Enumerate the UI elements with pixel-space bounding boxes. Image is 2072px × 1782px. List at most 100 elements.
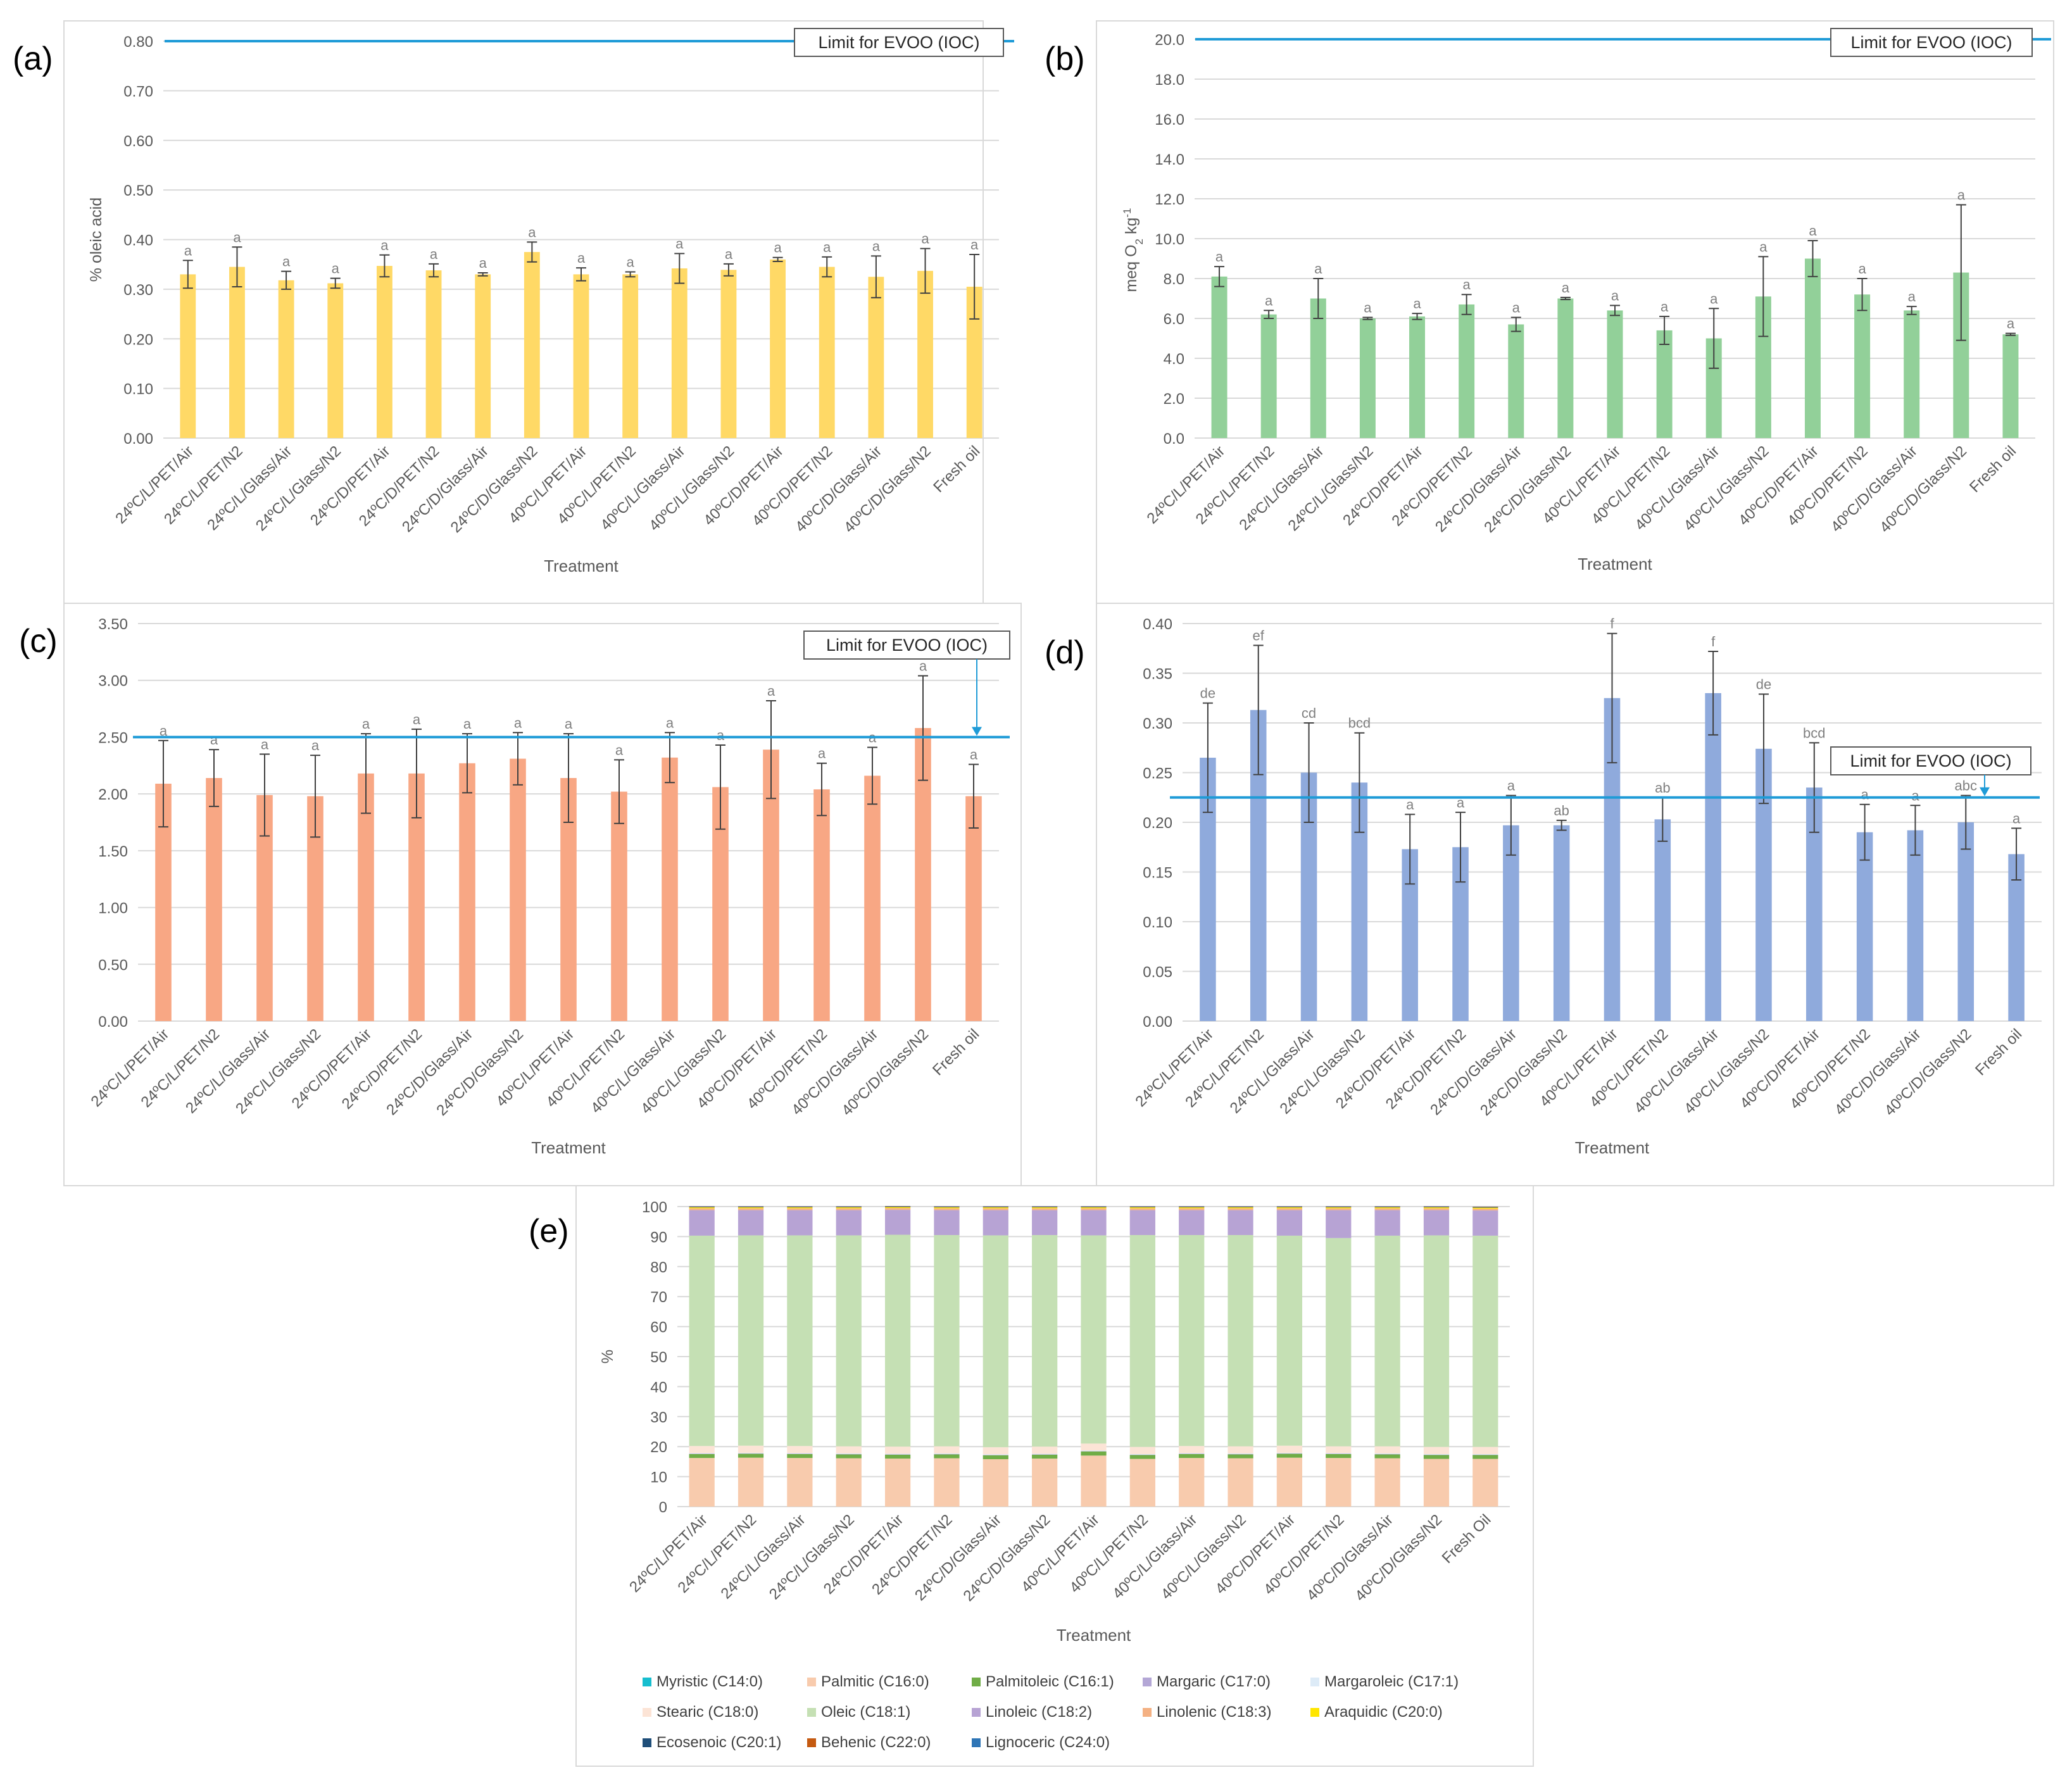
stacked-segment <box>689 1458 715 1507</box>
stacked-segment <box>738 1445 764 1453</box>
significance-letter: a <box>311 737 320 753</box>
stacked-segment <box>689 1207 715 1208</box>
stacked-segment <box>1472 1446 1498 1455</box>
stacked-segment <box>1032 1446 1058 1454</box>
significance-letter: a <box>919 658 927 674</box>
stacked-segment <box>1472 1207 1498 1209</box>
stacked-segment <box>1179 1446 1205 1453</box>
stacked-segment <box>738 1207 764 1208</box>
panel-label-e: (e) <box>529 1213 569 1250</box>
bar <box>425 270 442 438</box>
stacked-segment <box>1129 1459 1155 1507</box>
stacked-segment <box>689 1208 715 1210</box>
significance-letter: a <box>1710 291 1718 306</box>
stacked-segment <box>689 1210 715 1236</box>
stacked-segment <box>934 1210 960 1235</box>
stacked-segment <box>983 1455 1008 1460</box>
y-tick-label: 0.00 <box>123 430 153 448</box>
legend-swatch <box>807 1708 816 1717</box>
limit-arrow-head <box>1980 787 1990 796</box>
panel-label-b: (b) <box>1045 41 1085 77</box>
significance-letter: a <box>725 246 733 262</box>
stacked-segment <box>1032 1459 1058 1507</box>
legend-label: Behenic (C22:0) <box>821 1734 931 1751</box>
legend-label: Margaric (C17:0) <box>1157 1673 1271 1690</box>
legend-label: Araquidic (C20:0) <box>1324 1704 1443 1721</box>
bar <box>180 274 196 438</box>
bar <box>813 789 830 1021</box>
bar <box>278 280 294 438</box>
panel-e-frame <box>575 1185 1534 1767</box>
significance-letter: a <box>1957 187 1966 203</box>
legend-label: Ecosenoic (C20:1) <box>656 1734 781 1751</box>
bar <box>206 778 222 1021</box>
y-tick-label: 60 <box>650 1319 667 1336</box>
y-tick-label: 100 <box>642 1199 667 1216</box>
y-tick-label: 1.50 <box>98 843 128 860</box>
stacked-segment <box>787 1446 813 1453</box>
legend-label: Stearic (C18:0) <box>656 1704 758 1721</box>
significance-letter: cd <box>1302 705 1316 721</box>
significance-letter: a <box>970 746 978 762</box>
stacked-segment <box>1472 1235 1498 1447</box>
significance-letter: a <box>1413 296 1421 311</box>
y-tick-label: 30 <box>650 1409 667 1426</box>
x-axis-title: Treatment <box>1057 1626 1131 1645</box>
legend-label: Myristic (C14:0) <box>656 1673 763 1690</box>
stacked-segment <box>1179 1234 1205 1446</box>
stacked-segment <box>836 1208 862 1210</box>
bar <box>1854 294 1871 438</box>
significance-letter: a <box>479 255 487 271</box>
stacked-segment <box>1081 1455 1107 1507</box>
significance-letter: a <box>1661 299 1669 315</box>
stacked-segment <box>1423 1455 1450 1459</box>
y-tick-label: 2.0 <box>1164 391 1184 408</box>
y-tick-label: 16.0 <box>1155 111 1184 129</box>
y-tick-label: 12.0 <box>1155 191 1184 208</box>
legend-swatch <box>972 1708 981 1717</box>
significance-letter: a <box>514 715 522 731</box>
panel-c-frame <box>63 603 1022 1186</box>
stacked-segment <box>738 1210 764 1236</box>
stacked-segment <box>1129 1207 1155 1208</box>
stacked-segment <box>787 1454 813 1459</box>
y-tick-label: 0.05 <box>1143 964 1172 981</box>
stacked-segment <box>1179 1207 1205 1208</box>
bar <box>1705 693 1721 1021</box>
significance-letter: a <box>1507 778 1516 794</box>
y-tick-label: 0.50 <box>123 182 153 199</box>
stacked-segment <box>1326 1453 1352 1454</box>
significance-letter: a <box>1265 292 1273 308</box>
bar <box>611 791 627 1021</box>
legend-swatch <box>643 1678 651 1686</box>
stacked-segment <box>1081 1450 1107 1452</box>
stacked-segment <box>1129 1454 1155 1455</box>
stacked-segment <box>1374 1453 1400 1455</box>
stacked-segment <box>836 1458 862 1507</box>
y-tick-label: 0.15 <box>1143 865 1172 882</box>
stacked-segment <box>1326 1238 1352 1446</box>
y-tick-label: 80 <box>650 1259 667 1276</box>
stacked-segment <box>1423 1446 1450 1455</box>
bar <box>1907 830 1924 1021</box>
significance-letter: a <box>1911 787 1919 803</box>
significance-letter: ab <box>1554 803 1569 819</box>
significance-letter: a <box>1562 280 1570 296</box>
significance-letter: a <box>528 224 536 240</box>
significance-letter: a <box>970 237 979 253</box>
stacked-segment <box>884 1208 911 1210</box>
bar <box>1459 304 1475 438</box>
significance-letter: a <box>675 235 684 251</box>
significance-letter: a <box>2007 316 2015 332</box>
bar <box>720 270 737 438</box>
bar <box>1904 310 1920 438</box>
stacked-segment <box>1179 1453 1205 1454</box>
stacked-segment <box>1374 1235 1400 1446</box>
bar <box>1553 825 1570 1021</box>
bar <box>1211 276 1228 438</box>
bar <box>1804 258 1821 438</box>
stacked-segment <box>983 1447 1008 1455</box>
stacked-segment <box>884 1234 911 1447</box>
stacked-segment <box>1129 1234 1155 1447</box>
stacked-segment <box>689 1235 715 1446</box>
